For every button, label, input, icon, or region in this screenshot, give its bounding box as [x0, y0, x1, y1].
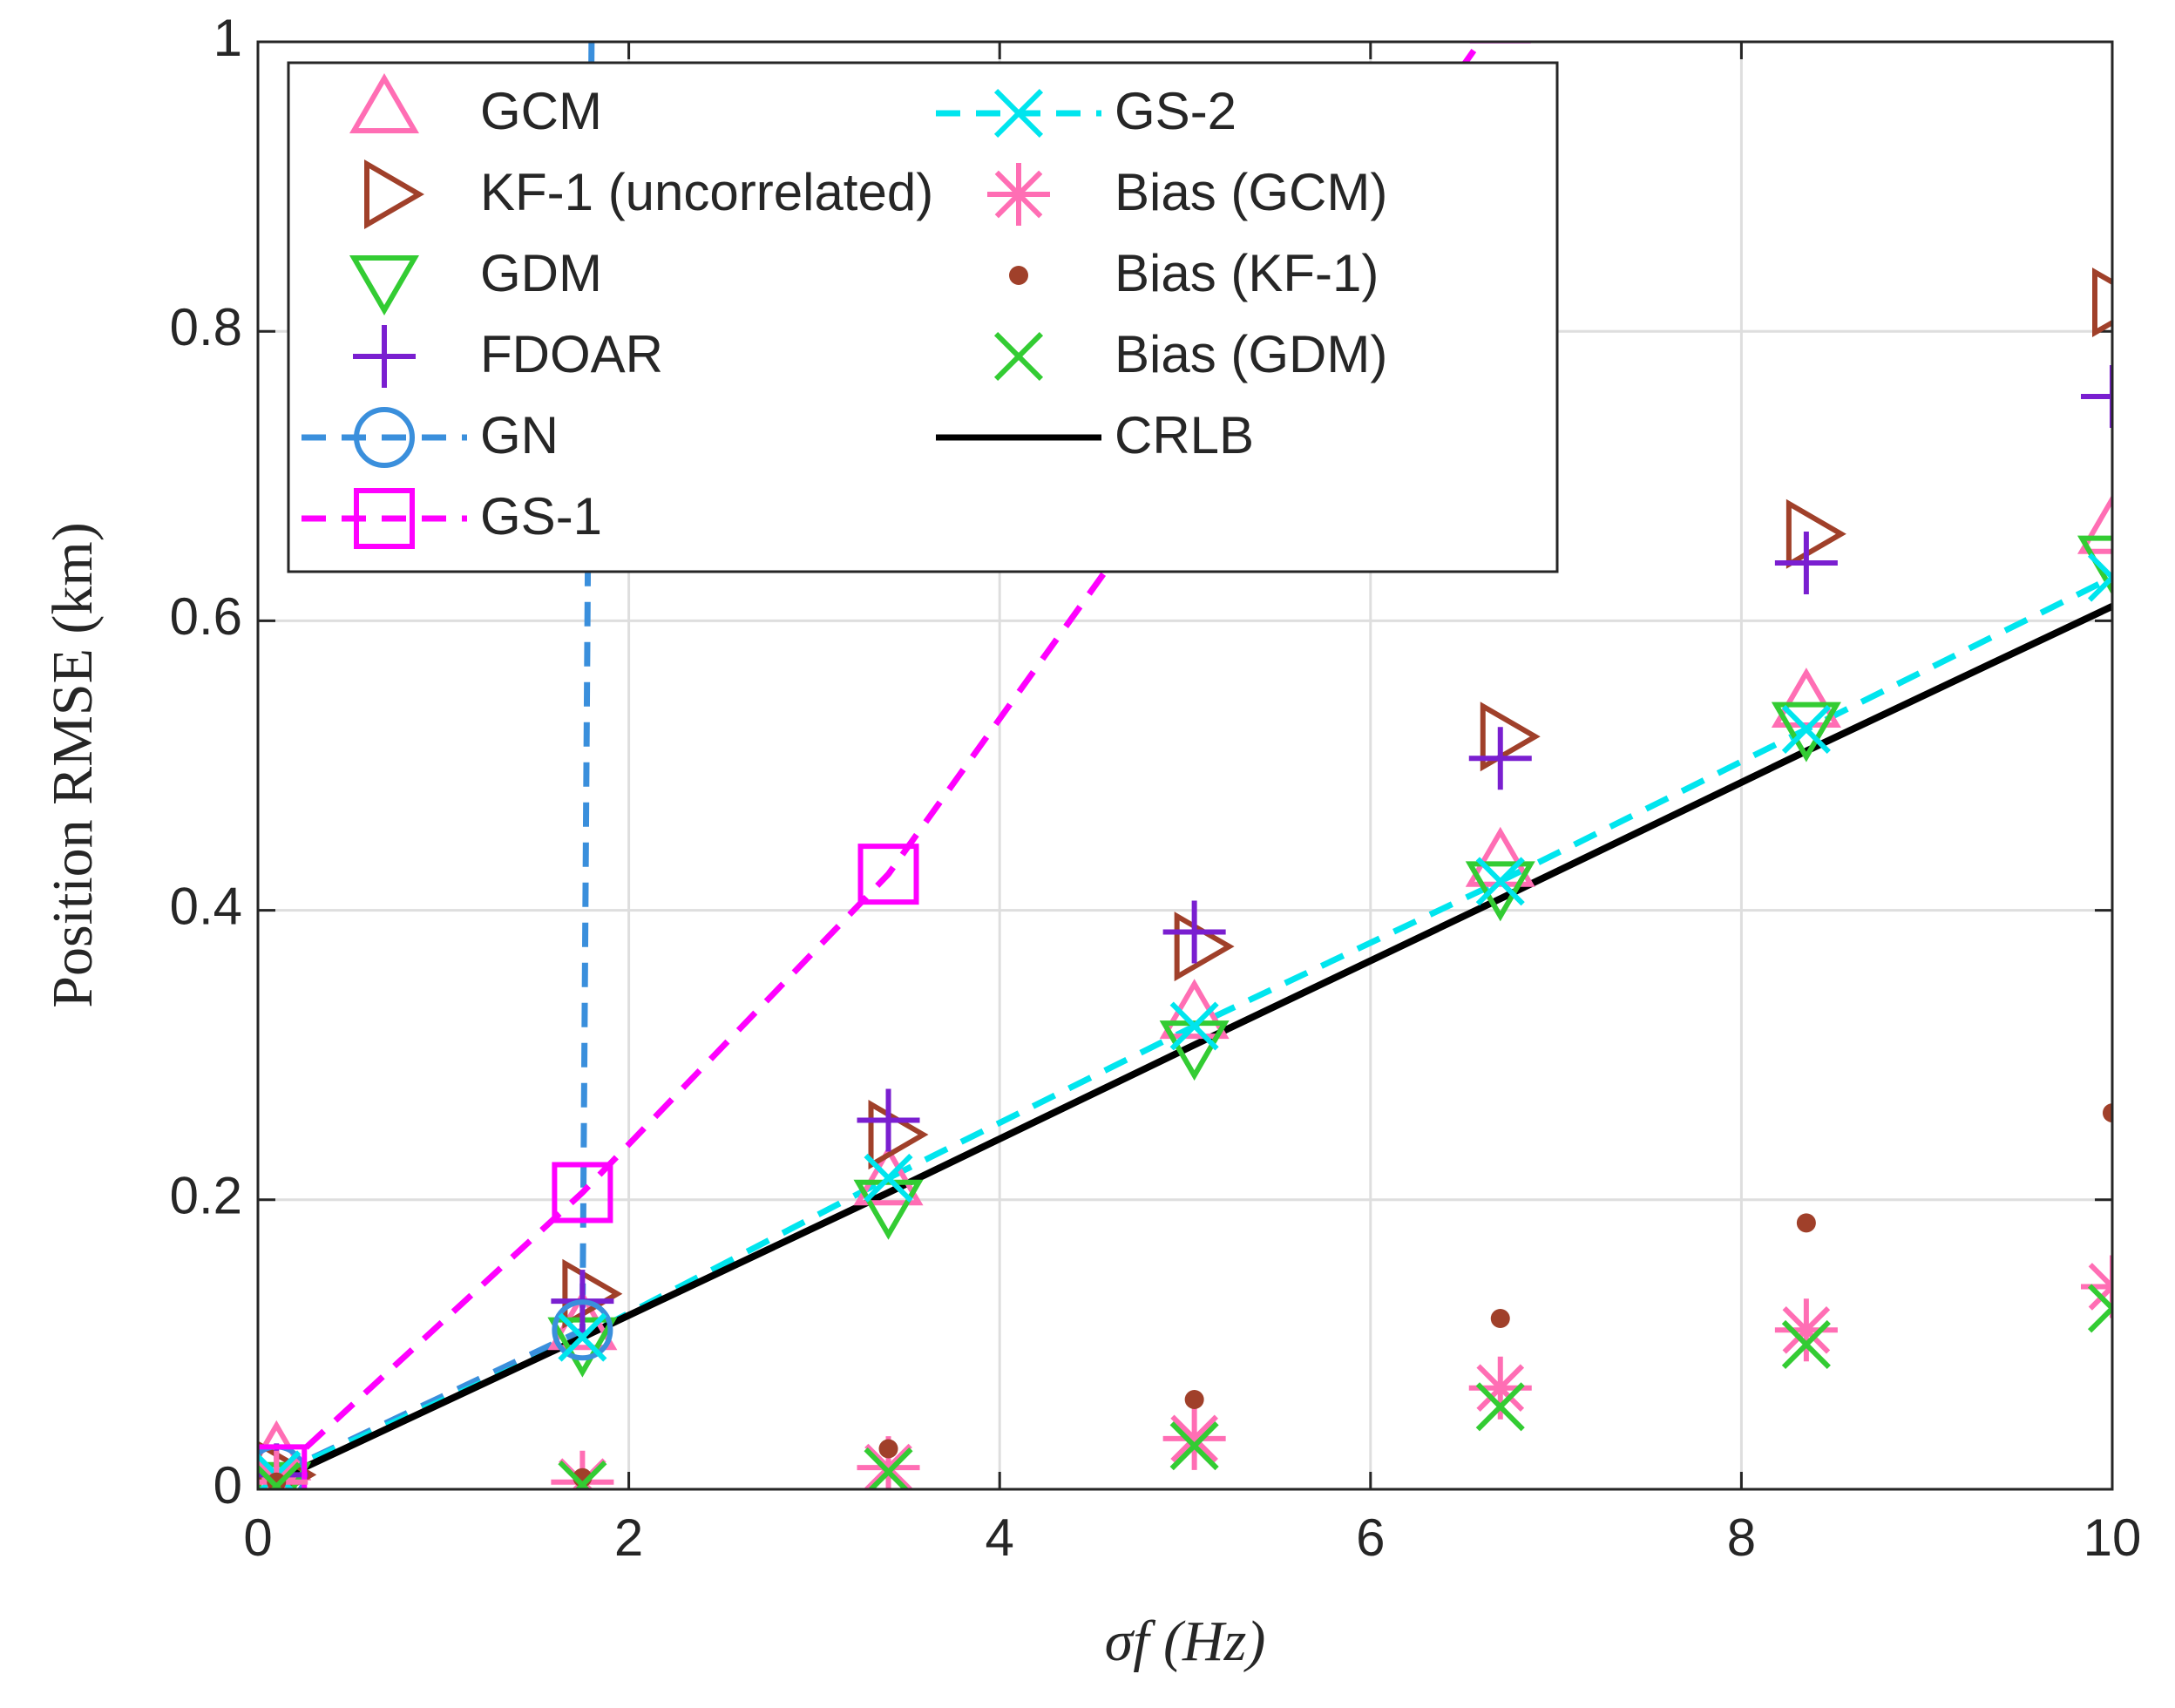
- x-tick-label: 10: [2084, 1508, 2142, 1567]
- marker: [258, 1461, 302, 1489]
- marker: [1468, 1356, 1532, 1420]
- marker: [1490, 1309, 1510, 1329]
- legend-label: Bias (GCM): [1115, 163, 1387, 221]
- marker: [868, 1100, 929, 1170]
- marker: [993, 331, 1044, 382]
- marker: [552, 1162, 613, 1223]
- marker: [1475, 857, 1525, 906]
- y-tick-label: 0: [213, 1456, 242, 1515]
- marker: [2103, 1103, 2112, 1123]
- x-tick-label: 0: [243, 1508, 272, 1567]
- marker: [258, 1444, 308, 1489]
- y-tick-label: 0.6: [170, 587, 242, 646]
- y-tick-label: 1: [213, 9, 242, 67]
- y-axis-label: Position RMSE (km): [41, 522, 105, 1007]
- marker: [878, 1439, 898, 1459]
- marker: [864, 1153, 913, 1203]
- marker: [1162, 900, 1226, 964]
- marker: [354, 488, 415, 549]
- marker: [1169, 1001, 1219, 1051]
- marker: [558, 1312, 607, 1362]
- axes-frame: [256, 40, 2114, 1491]
- marker: [2081, 364, 2112, 428]
- marker: [1465, 861, 1535, 922]
- marker: [864, 1447, 913, 1489]
- marker: [853, 1145, 924, 1206]
- y-tick-label: 0.2: [170, 1167, 242, 1225]
- x-tick-label: 8: [1727, 1508, 1756, 1567]
- x-tick-label: 2: [614, 1508, 643, 1567]
- legend-label: GS-2: [1115, 82, 1237, 140]
- marker: [1771, 668, 1841, 729]
- marker: [1785, 498, 1846, 569]
- marker: [1480, 702, 1541, 772]
- legend-label: GS-1: [480, 487, 602, 546]
- marker: [2087, 552, 2112, 602]
- legend-label: GDM: [480, 244, 602, 302]
- marker: [1468, 727, 1532, 790]
- marker: [1169, 1421, 1219, 1471]
- marker: [1774, 531, 1838, 594]
- marker: [1469, 42, 1531, 44]
- legend-label: Bias (GDM): [1115, 325, 1387, 383]
- marker: [364, 159, 424, 230]
- marker: [857, 1436, 920, 1489]
- legend-label: GCM: [480, 82, 602, 140]
- marker: [857, 844, 919, 905]
- marker: [349, 255, 420, 315]
- legend-label: FDOAR: [480, 325, 663, 383]
- marker: [354, 407, 415, 468]
- marker: [1184, 1390, 1204, 1410]
- marker: [1162, 1406, 1226, 1470]
- x-axis-label: σf (Hz): [1105, 1610, 1266, 1673]
- marker: [353, 325, 416, 388]
- marker: [1781, 704, 1831, 755]
- marker: [2092, 267, 2112, 337]
- y-tick-label: 0.4: [170, 877, 242, 935]
- marker: [1781, 1319, 1831, 1369]
- marker: [2077, 493, 2112, 554]
- marker: [1009, 266, 1028, 285]
- marker: [1771, 702, 1841, 762]
- marker: [853, 1179, 924, 1240]
- y-tick-label: 0.8: [170, 298, 242, 356]
- x-tick-label: 4: [986, 1508, 1014, 1567]
- marker: [987, 163, 1050, 226]
- x-tick-label: 6: [1356, 1508, 1385, 1567]
- marker: [552, 1299, 613, 1361]
- legend-label: Bias (KF-1): [1115, 244, 1379, 302]
- marker: [1774, 1298, 1838, 1362]
- legend-box: [287, 61, 1559, 573]
- marker: [349, 73, 420, 133]
- marker: [857, 1088, 920, 1152]
- marker: [993, 88, 1044, 139]
- legend-label: GN: [480, 406, 559, 464]
- marker: [1174, 912, 1235, 982]
- marker: [1796, 1213, 1816, 1233]
- marker: [562, 1258, 623, 1329]
- marker: [1475, 1382, 1525, 1432]
- legend-label: KF-1 (uncorrelated): [480, 163, 933, 221]
- marker: [2087, 1284, 2112, 1333]
- legend-label: CRLB: [1115, 406, 1254, 464]
- marker: [558, 1460, 607, 1489]
